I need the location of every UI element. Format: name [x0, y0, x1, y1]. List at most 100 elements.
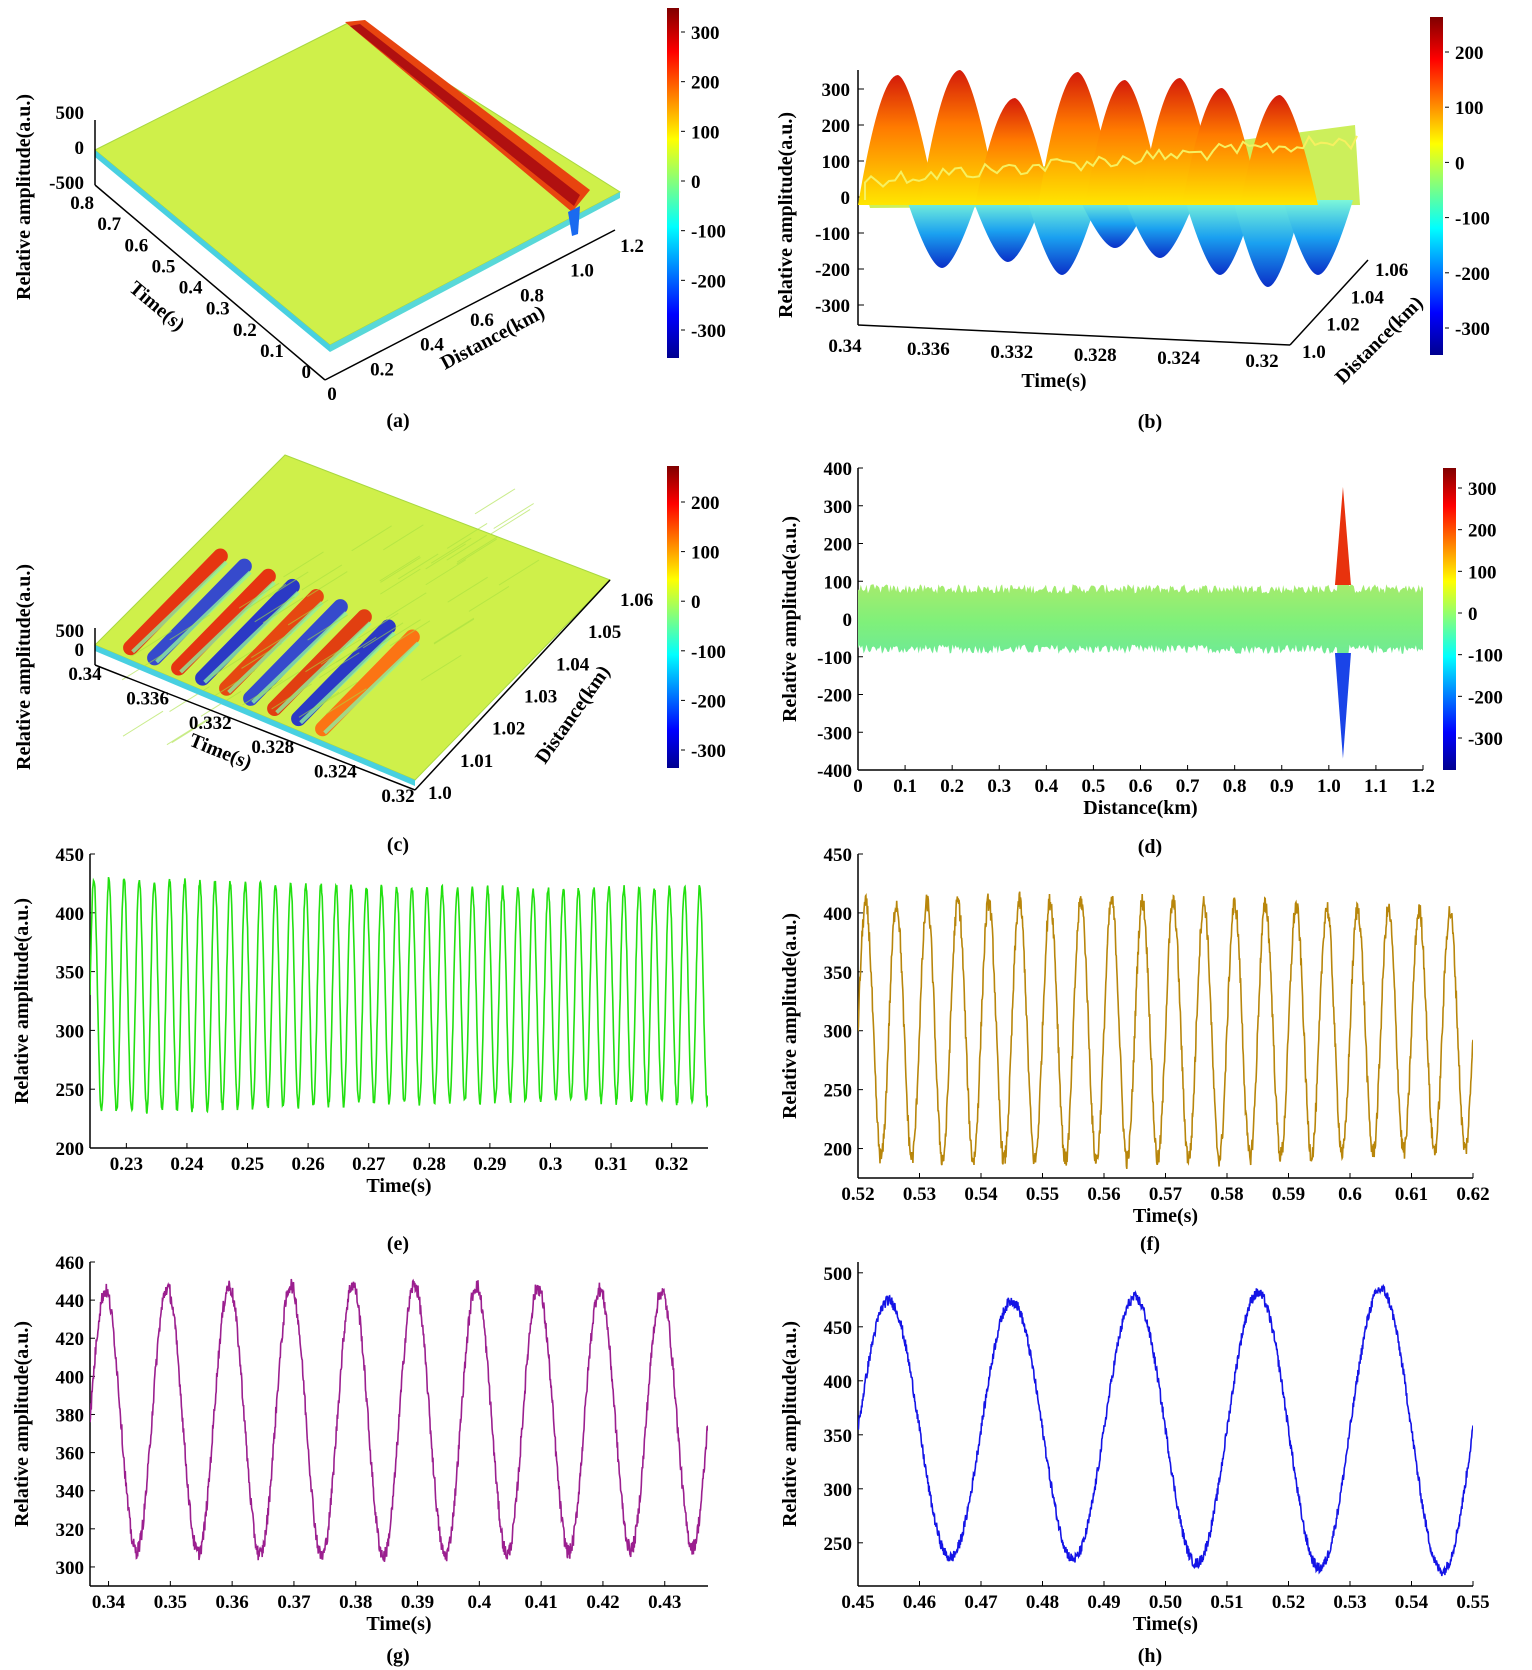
a-distance-axis [324, 229, 616, 381]
d-x-tick: 1.1 [1364, 776, 1388, 797]
b-colorbar-tick: -300 [1455, 319, 1490, 340]
g-x-tick: 0.41 [525, 1592, 558, 1613]
a-distance-tick: 0.8 [520, 285, 544, 306]
d-x-tick: 0.3 [987, 776, 1011, 797]
h-panel-label: (h) [1138, 1645, 1162, 1667]
b-amp-tick: -300 [815, 296, 850, 317]
d-y-tick: -200 [817, 686, 852, 707]
c-colorbar-ticks: 200 100 0 -100 -200 -300 [681, 493, 726, 762]
f-y-tick: 400 [824, 904, 853, 925]
c-distance-tick: 1.05 [588, 622, 621, 643]
c-time-tick: 0.32 [381, 786, 414, 807]
d-y-tick: -300 [817, 723, 852, 744]
d-y-tick: 100 [824, 572, 853, 593]
b-colorbar-tick: -100 [1455, 209, 1490, 230]
e-x-tick: 0.24 [170, 1154, 204, 1175]
c-distance-axis [414, 579, 611, 791]
b-distance-tick-group: 1.01.02 1.04 1.06 [1302, 260, 1408, 363]
d-colorbar-tick: -300 [1468, 729, 1503, 750]
a-time-tick: 0.3 [206, 299, 230, 320]
b-distance-tick: 1.0 [1302, 342, 1326, 363]
c-streak [305, 646, 346, 673]
c-amp-tick: 0 [75, 640, 85, 661]
a-surface-front [330, 192, 620, 352]
g-x-tick: 0.39 [401, 1592, 434, 1613]
g-x-tick: 0.4 [467, 1592, 491, 1613]
a-distance-tick: 1.0 [570, 261, 594, 282]
e-y-tick: 200 [56, 1139, 85, 1160]
e-x-tick: 0.29 [473, 1154, 506, 1175]
d-x-tick: 0.8 [1223, 776, 1247, 797]
a-amp-tick: 500 [56, 103, 85, 124]
c-streak [258, 671, 300, 698]
c-time-tick: 0.332 [189, 713, 232, 734]
a-time-axis [94, 184, 326, 381]
c-streak [351, 525, 392, 552]
c-stripe [315, 629, 420, 737]
c-time-tick-group: 0.34 0.336 0.332 0.328 0.324 0.32 [68, 664, 414, 807]
b-time-tick: 0.332 [990, 342, 1033, 363]
e-y-tick: 350 [56, 963, 85, 984]
e-y-tick: 400 [56, 904, 85, 925]
e-y-tick: 450 [56, 845, 85, 866]
f-x-tick: 0.59 [1272, 1184, 1305, 1205]
d-x-tick: 0 [853, 776, 863, 797]
c-stripe-edge [299, 631, 396, 725]
c-streak [380, 619, 421, 646]
d-event-trough [1334, 652, 1351, 759]
g-y-tick: 460 [56, 1253, 85, 1274]
c-streak [380, 568, 421, 595]
f-y-tick: 300 [824, 1022, 853, 1043]
d-x-tick: 0.1 [893, 776, 917, 797]
c-streak [254, 596, 295, 623]
b-distance-tick: 1.04 [1351, 287, 1385, 308]
a-time-tick: 0 [302, 362, 312, 383]
c-time-axis-label: Time(s) [186, 729, 255, 774]
f-series-line [858, 891, 1473, 1170]
panel-g: 0.34 0.35 0.36 0.37 0.38 0.39 0.4 0.41 0.42 0.43 4… [11, 1253, 708, 1667]
d-y-tick: 300 [824, 497, 853, 518]
c-streak [307, 571, 348, 597]
c-stripe [243, 599, 348, 706]
c-streak [169, 614, 210, 641]
c-streak [262, 597, 304, 624]
a-event-trough [568, 206, 580, 236]
c-streak [456, 538, 497, 565]
a-time-tick: 0.2 [233, 320, 257, 341]
c-distance-tick-group: 1.0 1.01 1.02 1.03 1.04 1.05 1.06 [428, 590, 653, 804]
h-x-tick: 0.54 [1395, 1592, 1429, 1613]
c-streak [362, 622, 404, 649]
b-time-tick: 0.336 [907, 339, 950, 360]
f-y-axis-label: Relative amplitude(a.u.) [779, 913, 801, 1119]
f-x-tick: 0.53 [903, 1184, 936, 1205]
c-streak [489, 509, 531, 535]
h-x-tick: 0.46 [903, 1592, 936, 1613]
c-panel-label: (c) [387, 834, 409, 856]
c-streak [430, 537, 472, 564]
h-y-tick: 500 [824, 1264, 853, 1285]
a-y-axis-label: Relative amplitude(a.u.) [13, 94, 35, 300]
c-stripe-edge [251, 611, 348, 704]
c-streak [420, 654, 462, 681]
f-x-tick: 0.57 [1149, 1184, 1183, 1205]
c-streak [267, 571, 309, 598]
b-surface [858, 70, 1360, 287]
c-streak [474, 488, 516, 515]
c-stripe [147, 558, 252, 666]
g-x-axis-label: Time(s) [366, 1613, 431, 1635]
c-stripe [219, 589, 324, 696]
c-distance-tick: 1.03 [524, 687, 557, 708]
f-y-tick: 350 [824, 963, 853, 984]
c-time-axis [94, 664, 416, 791]
b-peak [1240, 95, 1318, 205]
c-streak [301, 564, 343, 591]
c-stripe [171, 568, 276, 676]
c-streak [241, 643, 282, 669]
d-x-tick: 0.7 [1176, 776, 1200, 797]
a-colorbar-tick: 200 [691, 73, 720, 94]
d-colorbar-tick: -100 [1468, 646, 1503, 667]
e-x-axis-label: Time(s) [366, 1175, 431, 1197]
b-peak [1182, 88, 1260, 205]
b-distance-tick: 1.06 [1375, 260, 1408, 281]
